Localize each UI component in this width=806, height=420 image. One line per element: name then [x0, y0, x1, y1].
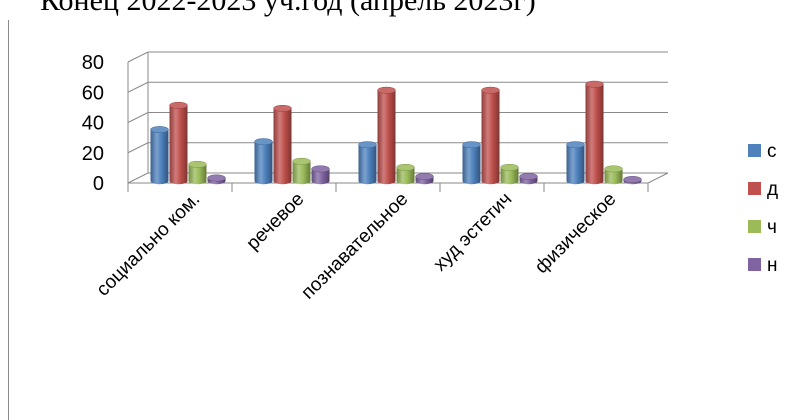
bar-top-д-5	[585, 80, 604, 88]
bar-top-д-4	[481, 86, 500, 94]
y-tick-label: 80	[82, 52, 104, 74]
bar-top-ч-5	[604, 165, 623, 173]
bar-top-н-2	[311, 165, 330, 173]
x-axis-depth-line	[647, 172, 669, 184]
bar-д-2	[273, 108, 292, 185]
bar-с-1	[150, 129, 169, 185]
y-tick-label: 0	[93, 173, 104, 195]
bar-top-с-1	[150, 126, 169, 134]
bar-ч-1	[188, 164, 207, 185]
bar-ч-3	[396, 167, 415, 185]
y-tick-label: 20	[82, 143, 104, 165]
bar-top-с-2	[254, 138, 273, 146]
bar-top-н-3	[415, 173, 434, 180]
bar-top-н-5	[623, 176, 642, 183]
y-tick-label: 60	[82, 82, 104, 104]
bar-ч-2	[292, 161, 311, 185]
gridline-depth	[127, 112, 149, 123]
chart: 0 20 40 60 80 социально ком. речевоепознавате…	[82, 51, 778, 304]
x-category-label: познавательное	[297, 189, 412, 304]
bar-top-д-2	[273, 104, 292, 112]
bar-top-д-3	[377, 86, 396, 94]
bar-top-с-5	[566, 141, 585, 149]
bars	[150, 80, 642, 185]
bar-д-4	[481, 90, 500, 185]
legend-swatch-д	[748, 182, 761, 195]
bar-ч-4	[500, 167, 519, 185]
bar-д-3	[377, 90, 396, 185]
y-tick-label: 40	[82, 113, 104, 135]
bar-top-ч-1	[188, 160, 207, 168]
gridline-depth	[127, 172, 149, 184]
x-category-label: худ эстетич	[430, 189, 517, 276]
bar-top-ч-3	[396, 163, 415, 171]
gridline-depth	[127, 81, 149, 93]
bar-top-д-1	[169, 101, 188, 109]
bar-top-н-1	[207, 174, 226, 182]
gridline-depth	[127, 51, 149, 63]
bar-top-с-3	[358, 141, 377, 149]
x-category-label: физическое	[531, 189, 620, 278]
document-heading: Конец 2022-2023 уч.год (апрель 2023г)	[40, 0, 536, 17]
bar-top-н-4	[519, 173, 538, 180]
legend-swatch-н	[748, 258, 761, 271]
bar-с-3	[358, 144, 377, 185]
legend-swatch-с	[748, 144, 761, 157]
x-category-label: речевое	[243, 189, 309, 255]
bar-top-ч-4	[500, 163, 519, 171]
legend-label-ч: ч	[767, 217, 777, 238]
x-category-label: социально ком.	[93, 189, 205, 301]
bar-с-2	[254, 141, 273, 185]
bar-с-4	[462, 144, 481, 185]
bar-д-5	[585, 84, 604, 185]
legend-label-н: н	[767, 255, 778, 276]
bar-top-ч-2	[292, 157, 311, 165]
legend-label-с: с	[767, 141, 777, 162]
legend-label-д: д	[767, 179, 778, 200]
gridline-depth	[127, 142, 149, 154]
bar-н-2	[311, 168, 330, 185]
bar-top-с-4	[462, 141, 481, 149]
chart-frame	[8, 20, 799, 420]
bar-д-1	[169, 105, 188, 185]
legend-swatch-ч	[748, 220, 761, 233]
bar-с-5	[566, 144, 585, 185]
bar-ч-5	[604, 168, 623, 185]
y-axis: 0 20 40 60 80	[82, 52, 149, 195]
